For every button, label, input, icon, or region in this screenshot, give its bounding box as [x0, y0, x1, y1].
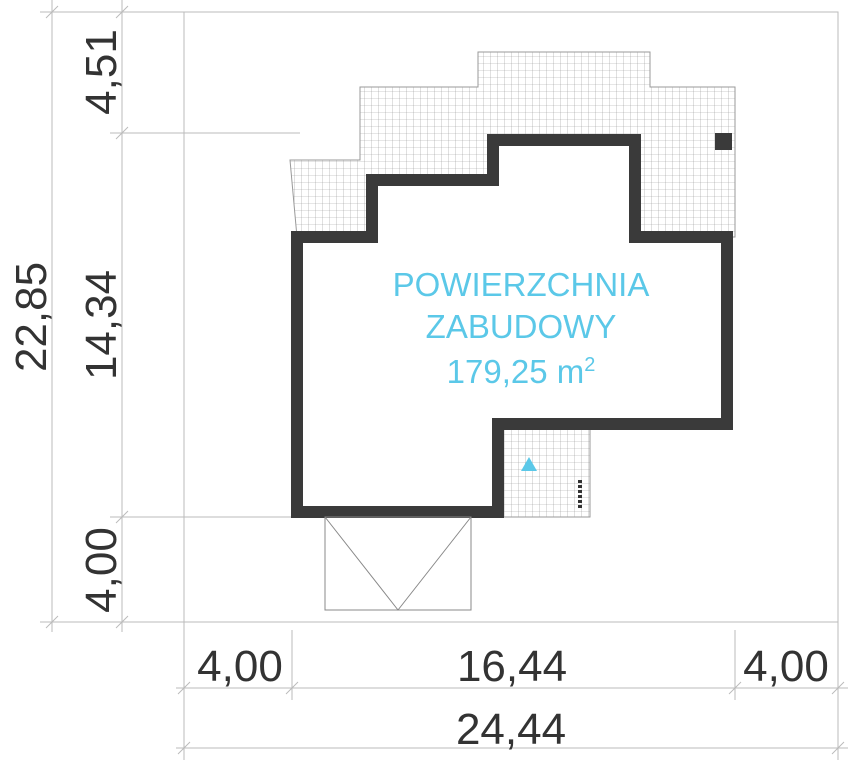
entrance-marker — [521, 457, 537, 471]
horizontal-dimensions — [176, 622, 848, 760]
chimney — [715, 133, 732, 150]
carport — [324, 516, 472, 611]
area-label: POWIERZCHNIA — [393, 266, 650, 303]
dim-horizontal-outer: 24,44 — [456, 705, 566, 754]
area-value: 179,25 m2 — [447, 353, 596, 390]
area-number: 179,25 m — [447, 353, 585, 390]
area-label: ZABUDOWY — [426, 308, 617, 345]
dim-vertical: 14,34 — [77, 270, 126, 380]
dim-vertical-outer: 22,85 — [7, 262, 56, 372]
plot-outline — [183, 11, 839, 623]
building-outline — [291, 134, 733, 518]
dim-horizontal: 4,00 — [743, 642, 829, 691]
dim-vertical: 4,00 — [77, 527, 126, 613]
dim-horizontal: 4,00 — [197, 642, 283, 691]
dim-horizontal: 16,44 — [457, 642, 567, 691]
entrance-terrace — [497, 423, 591, 518]
dim-vertical: 4,51 — [77, 29, 126, 115]
area-superscript: 2 — [584, 354, 595, 376]
vertical-dimensions — [40, 0, 300, 632]
